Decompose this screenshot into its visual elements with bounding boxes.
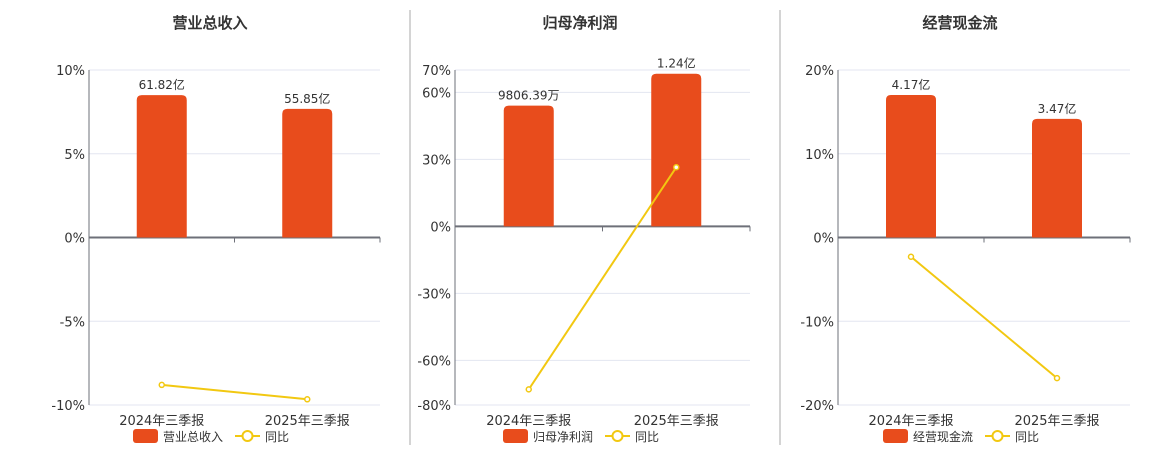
bar-data-label: 61.82亿 (139, 77, 185, 92)
y-tick-label: -10% (51, 399, 85, 414)
y-tick-label: -30% (417, 287, 451, 302)
legend-bar-swatch (883, 429, 908, 443)
y-tick-label: -20% (800, 399, 834, 414)
y-tick-label: 0% (813, 232, 834, 247)
chart-title: 归母净利润 (542, 14, 617, 32)
bar-data-label: 1.24亿 (657, 56, 696, 71)
legend-line-label: 同比 (265, 430, 289, 444)
chart-panel-3: 经营现金流 20% 10% 0% -10% -20% 2024年三季报 4.17亿 2025年三… (800, 14, 1131, 444)
legend-bar-label: 经营现金流 (913, 429, 973, 444)
chart-title: 营业总收入 (172, 14, 247, 32)
y-tick-label: 0% (64, 232, 85, 247)
bar (136, 95, 187, 238)
y-tick-label: 0% (430, 220, 451, 235)
chart-panel-1: 营业总收入 10% 5% 0% -5% -10% 2024年三季报 61.82亿 2025年三季… (51, 14, 381, 444)
y-tick-label: 10% (805, 148, 834, 163)
yoy-point (1053, 374, 1061, 382)
yoy-line (527, 166, 678, 390)
x-tick-label: 2024年三季报 (486, 414, 571, 429)
chart-panel-2: 归母净利润 70% 60% 30% 0% -30% -60% -80% 2024年三季报 9806… (417, 14, 751, 444)
y-tick-label: 60% (422, 86, 451, 101)
yoy-point (907, 253, 915, 261)
legend-bar-swatch (503, 429, 528, 443)
bar (282, 108, 333, 238)
y-tick-label: -5% (60, 315, 85, 330)
legend-line-marker (241, 430, 254, 442)
legend-bar-label: 营业总收入 (163, 430, 223, 444)
bar (1032, 118, 1082, 238)
bar (503, 105, 554, 227)
yoy-line (161, 383, 308, 401)
legend-line-marker (991, 430, 1004, 442)
bar (651, 73, 702, 227)
legend-bar-label: 归母净利润 (533, 430, 593, 444)
x-tick-label: 2025年三季报 (265, 414, 350, 429)
yoy-point (673, 164, 680, 171)
y-tick-label: 5% (64, 148, 85, 163)
legend-line-label: 同比 (1015, 430, 1039, 444)
bar-data-label: 55.85亿 (284, 91, 330, 106)
y-tick-label: -80% (417, 399, 451, 414)
legend-line-marker (611, 430, 624, 442)
x-tick-label: 2025年三季报 (634, 414, 719, 429)
yoy-point (158, 381, 165, 389)
bar (886, 94, 936, 238)
yoy-point (304, 396, 311, 403)
yoy-point (525, 386, 532, 393)
y-tick-label: -60% (417, 354, 451, 369)
bar-data-label: 4.17亿 (892, 77, 931, 92)
legend-line-label: 同比 (635, 430, 659, 444)
y-tick-label: 30% (422, 153, 451, 168)
bar-data-label: 9806.39万 (498, 89, 560, 103)
yoy-line (910, 255, 1058, 379)
legend-bar-swatch (133, 429, 158, 443)
y-tick-label: -10% (800, 315, 834, 330)
x-tick-label: 2024年三季报 (119, 414, 204, 429)
y-tick-label: 10% (56, 64, 85, 79)
x-tick-label: 2024年三季报 (868, 414, 953, 429)
y-tick-label: 70% (422, 64, 451, 79)
chart-title: 经营现金流 (922, 14, 997, 32)
x-tick-label: 2025年三季报 (1014, 414, 1099, 429)
bar-data-label: 3.47亿 (1038, 101, 1077, 116)
y-tick-label: 20% (805, 64, 834, 79)
